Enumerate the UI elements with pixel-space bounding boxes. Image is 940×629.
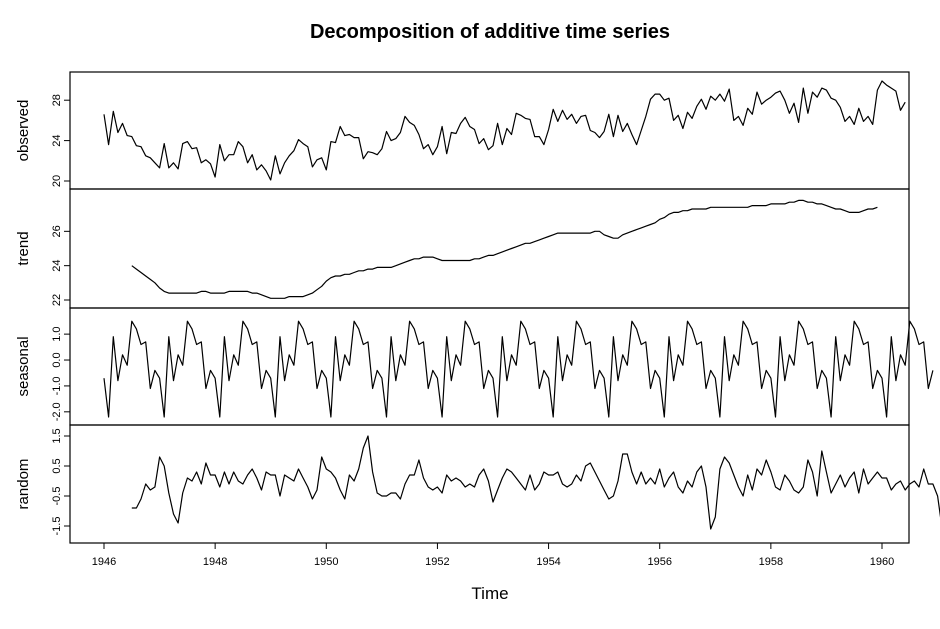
- y-tick-label-observed: 24: [51, 134, 63, 146]
- x-tick-label: 1952: [425, 556, 449, 568]
- y-tick-label-random: 0.5: [51, 458, 63, 473]
- y-tick-label-random: 1.5: [51, 428, 63, 443]
- x-tick-label: 1960: [870, 556, 894, 568]
- y-tick-label-seasonal: 0.0: [51, 352, 63, 367]
- x-tick-label: 1958: [759, 556, 783, 568]
- panel-frame-trend: [69, 188, 910, 309]
- chart-title: Decomposition of additive time series: [310, 21, 670, 43]
- y-tick-label-trend: 24: [51, 260, 63, 272]
- panel-label-trend: trend: [15, 231, 32, 265]
- y-tick-label-seasonal: -2.0: [51, 402, 63, 421]
- x-tick-label: 1950: [314, 556, 338, 568]
- series-line-random: [131, 435, 940, 530]
- panel-label-seasonal: seasonal: [15, 336, 32, 396]
- panel-trend: 22 24 26 trend: [15, 188, 910, 309]
- x-tick-label: 1946: [92, 556, 116, 568]
- x-axis: 1946 1948 1950 1952 1954 1956 1958 1960: [92, 542, 894, 568]
- y-tick-label-observed: 28: [51, 94, 63, 106]
- y-tick-label-observed: 20: [51, 175, 63, 187]
- series-line-trend: [131, 199, 878, 299]
- panels-layer: 20 24 28 observed 22 24 26 trend -2.0 -1.0 0.0 1.0 s…: [15, 71, 940, 544]
- y-tick-label-seasonal: 1.0: [51, 326, 63, 341]
- panel-seasonal: -2.0 -1.0 0.0 1.0 seasonal: [15, 307, 934, 426]
- panel-label-random: random: [15, 459, 32, 510]
- series-line-observed: [103, 80, 906, 181]
- x-axis-label: Time: [471, 584, 508, 603]
- y-tick-label-trend: 26: [51, 225, 63, 237]
- y-tick-label-random: -0.5: [51, 487, 63, 506]
- y-tick-label-trend: 22: [51, 294, 63, 306]
- x-tick-label: 1948: [203, 556, 227, 568]
- x-tick-label: 1954: [536, 556, 560, 568]
- series-line-seasonal: [103, 320, 934, 418]
- y-tick-label-random: -1.5: [51, 517, 63, 536]
- y-tick-label-seasonal: -1.0: [51, 376, 63, 395]
- panel-random: -1.5 -0.5 0.5 1.5 random: [15, 424, 940, 544]
- x-tick-label: 1956: [647, 556, 671, 568]
- panel-frame-observed: [69, 71, 910, 190]
- panel-label-observed: observed: [15, 100, 32, 162]
- panel-observed: 20 24 28 observed: [15, 71, 910, 190]
